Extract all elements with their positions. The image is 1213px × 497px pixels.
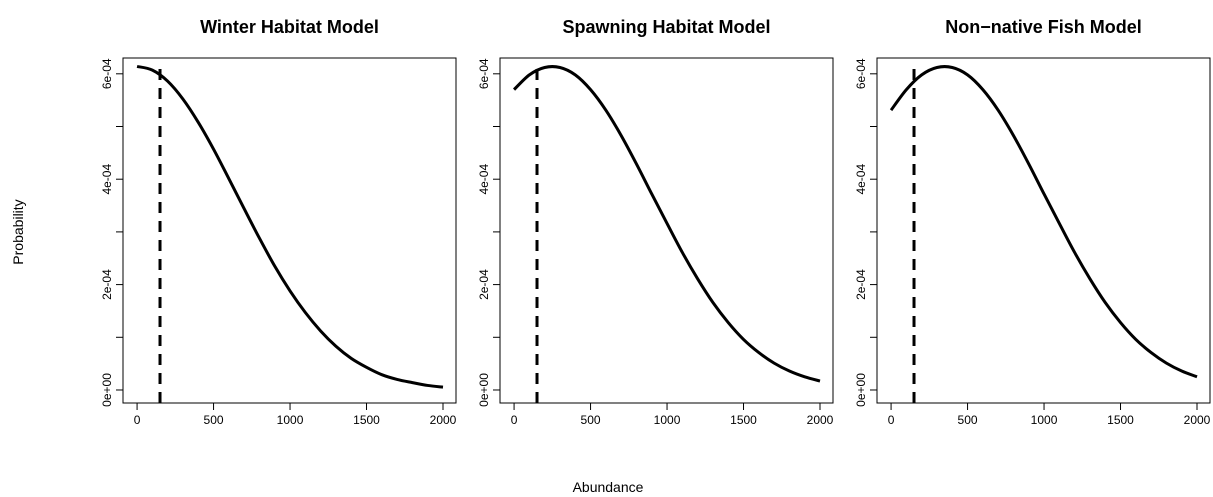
y-tick-label: 6e-04 bbox=[477, 58, 491, 89]
x-tick-label: 1500 bbox=[730, 413, 757, 427]
chart-title: Winter Habitat Model bbox=[200, 17, 379, 37]
x-tick-label: 1000 bbox=[654, 413, 681, 427]
y-tick-label: 4e-04 bbox=[854, 164, 868, 195]
chart-title: Spawning Habitat Model bbox=[562, 17, 770, 37]
curve bbox=[889, 65, 1198, 379]
y-tick-label: 0e+00 bbox=[100, 373, 114, 407]
x-tick-label: 500 bbox=[581, 413, 601, 427]
curve bbox=[513, 65, 821, 383]
plot-frame bbox=[876, 57, 1211, 404]
plot-frame bbox=[122, 57, 457, 404]
x-axis-label: Abundance bbox=[573, 479, 644, 495]
y-tick-label: 4e-04 bbox=[100, 164, 114, 195]
y-tick-label: 6e-04 bbox=[854, 58, 868, 89]
x-tick-label: 1500 bbox=[1107, 413, 1134, 427]
x-tick-label: 0 bbox=[888, 413, 895, 427]
x-tick-label: 500 bbox=[958, 413, 978, 427]
x-tick-label: 2000 bbox=[430, 413, 457, 427]
x-tick-label: 500 bbox=[204, 413, 224, 427]
x-tick-label: 0 bbox=[511, 413, 518, 427]
x-tick-label: 2000 bbox=[1184, 413, 1211, 427]
y-tick-label: 0e+00 bbox=[477, 373, 491, 407]
x-tick-label: 2000 bbox=[807, 413, 834, 427]
x-tick-label: 0 bbox=[134, 413, 141, 427]
y-tick-label: 4e-04 bbox=[477, 164, 491, 195]
y-tick-label: 6e-04 bbox=[100, 58, 114, 89]
y-tick-label: 2e-04 bbox=[854, 269, 868, 300]
curve bbox=[136, 64, 444, 389]
y-tick-label: 2e-04 bbox=[100, 269, 114, 300]
x-tick-label: 1000 bbox=[277, 413, 304, 427]
chart-title: Non−native Fish Model bbox=[945, 17, 1142, 37]
y-axis-label: Probability bbox=[10, 199, 26, 264]
x-tick-label: 1500 bbox=[353, 413, 380, 427]
plot-frame bbox=[499, 57, 834, 404]
y-tick-label: 0e+00 bbox=[854, 373, 868, 407]
x-tick-label: 1000 bbox=[1031, 413, 1058, 427]
y-tick-label: 2e-04 bbox=[477, 269, 491, 300]
